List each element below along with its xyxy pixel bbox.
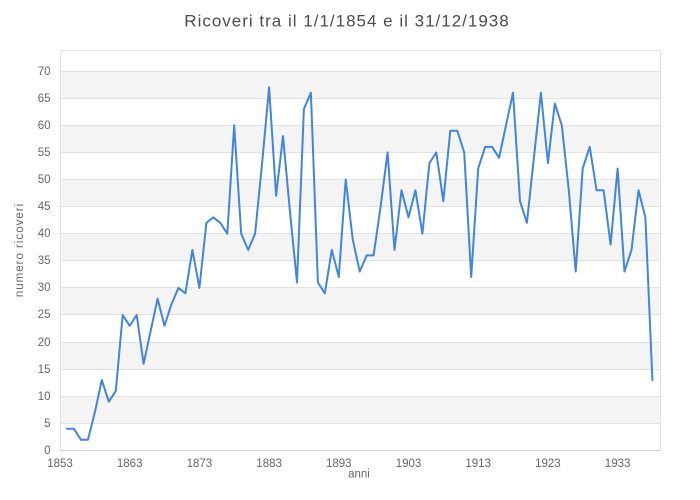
svg-text:1923: 1923 bbox=[535, 458, 561, 470]
svg-text:1883: 1883 bbox=[256, 458, 282, 470]
svg-text:10: 10 bbox=[38, 391, 51, 403]
svg-text:Ricoveri tra il 1/1/1854 e il: Ricoveri tra il 1/1/1854 e il 31/12/1938 bbox=[184, 12, 509, 31]
svg-text:35: 35 bbox=[38, 255, 51, 267]
svg-text:numero ricoveri: numero ricoveri bbox=[14, 203, 26, 297]
svg-text:1873: 1873 bbox=[187, 458, 213, 470]
svg-text:60: 60 bbox=[38, 120, 51, 132]
svg-text:1933: 1933 bbox=[605, 458, 631, 470]
svg-text:1893: 1893 bbox=[326, 458, 352, 470]
svg-text:40: 40 bbox=[38, 228, 51, 240]
svg-text:anni: anni bbox=[348, 469, 370, 481]
svg-text:25: 25 bbox=[38, 309, 51, 321]
svg-text:1913: 1913 bbox=[465, 458, 491, 470]
svg-text:65: 65 bbox=[38, 93, 51, 105]
svg-text:45: 45 bbox=[38, 201, 51, 213]
svg-text:55: 55 bbox=[38, 147, 51, 159]
svg-text:50: 50 bbox=[38, 174, 51, 186]
svg-text:1903: 1903 bbox=[396, 458, 422, 470]
svg-text:15: 15 bbox=[38, 364, 51, 376]
svg-text:30: 30 bbox=[38, 282, 51, 294]
svg-text:5: 5 bbox=[44, 418, 50, 430]
svg-text:0: 0 bbox=[44, 445, 50, 457]
svg-text:1853: 1853 bbox=[47, 458, 73, 470]
svg-text:70: 70 bbox=[38, 66, 51, 78]
svg-text:20: 20 bbox=[38, 337, 51, 349]
svg-text:1863: 1863 bbox=[117, 458, 143, 470]
